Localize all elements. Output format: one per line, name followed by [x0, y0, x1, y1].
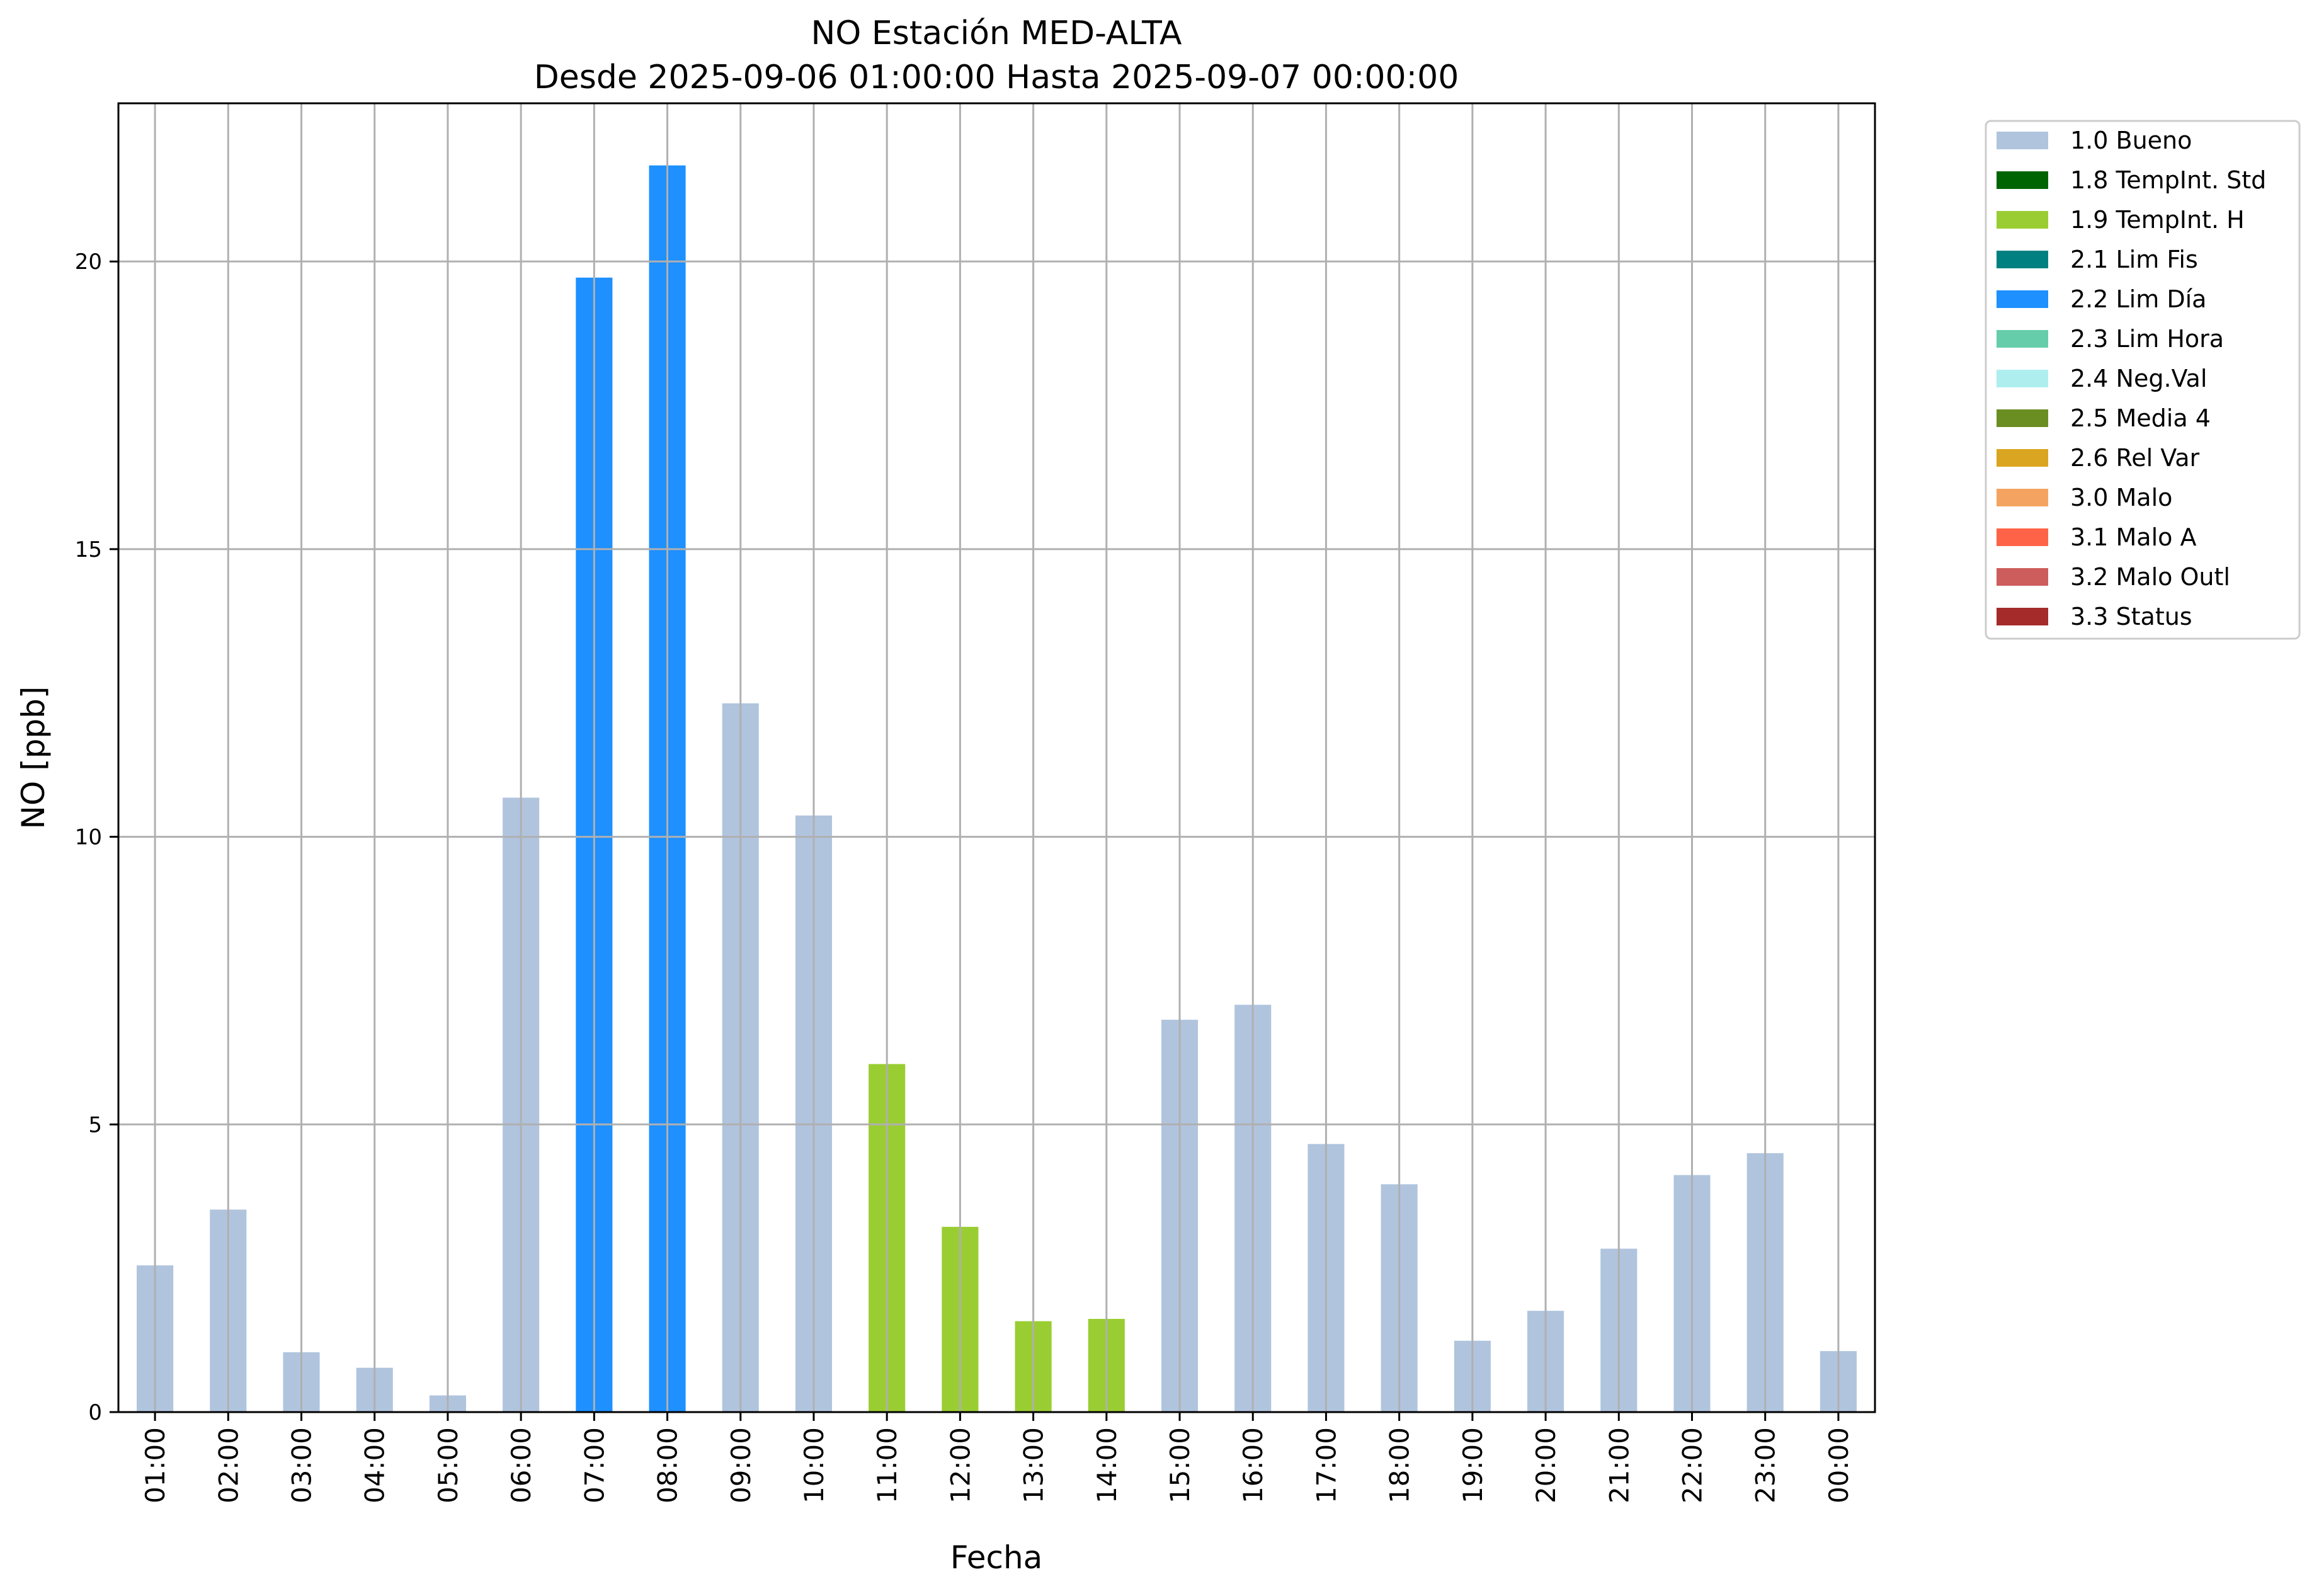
- x-tick-label: 13:00: [1018, 1427, 1049, 1503]
- x-tick-label: 07:00: [579, 1427, 610, 1503]
- x-tick-label: 14:00: [1091, 1427, 1122, 1503]
- y-tick-label: 10: [75, 825, 102, 850]
- x-tick-label: 03:00: [287, 1427, 317, 1503]
- legend-entry: 2.5 Media 4: [2070, 404, 2211, 432]
- x-tick-label: 10:00: [799, 1427, 829, 1503]
- x-tick-label: 18:00: [1384, 1427, 1415, 1503]
- legend-entry: 1.8 TempInt. Std: [2070, 166, 2266, 194]
- x-tick-label: 02:00: [213, 1427, 244, 1503]
- x-tick-label: 09:00: [726, 1427, 756, 1503]
- chart-subtitle: Desde 2025-09-06 01:00:00 Hasta 2025-09-…: [534, 59, 1459, 96]
- legend-swatch: [1997, 211, 2048, 229]
- x-tick-label: 12:00: [945, 1427, 976, 1503]
- x-axis-label: Fecha: [950, 1539, 1043, 1576]
- legend-swatch: [1997, 528, 2048, 546]
- x-tick-label: 00:00: [1823, 1427, 1854, 1503]
- legend-entry: 3.3 Status: [2070, 603, 2192, 630]
- x-tick-label: 23:00: [1750, 1427, 1781, 1503]
- legend-swatch: [1997, 370, 2048, 387]
- legend-entry: 2.3 Lim Hora: [2070, 325, 2224, 353]
- legend-swatch: [1997, 330, 2048, 348]
- y-tick-label: 0: [88, 1400, 102, 1425]
- legend-entry: 2.6 Rel Var: [2070, 444, 2200, 472]
- x-tick-label: 19:00: [1457, 1427, 1488, 1503]
- x-tick-label: 15:00: [1165, 1427, 1195, 1503]
- legend-swatch: [1997, 568, 2048, 586]
- chart-title: NO Estación MED-ALTA: [811, 14, 1182, 52]
- legend-frame: [1985, 120, 2301, 640]
- y-tick-label: 20: [75, 249, 102, 275]
- legend-entry: 2.1 Lim Fis: [2070, 246, 2198, 273]
- x-tick-label: 22:00: [1677, 1427, 1707, 1503]
- legend-entry: 3.0 Malo: [2070, 484, 2172, 511]
- legend-swatch: [1997, 171, 2048, 189]
- legend-swatch: [1997, 251, 2048, 268]
- x-tick-label: 16:00: [1238, 1427, 1268, 1503]
- legend-swatch: [1997, 409, 2048, 427]
- legend-swatch: [1997, 608, 2048, 625]
- x-tick-label: 21:00: [1604, 1427, 1634, 1503]
- y-axis-label: NO [ppb]: [15, 687, 52, 829]
- x-tick-label: 06:00: [506, 1427, 537, 1503]
- legend-entry: 2.2 Lim Día: [2070, 285, 2206, 313]
- legend-swatch: [1997, 132, 2048, 149]
- legend-swatch: [1997, 489, 2048, 506]
- x-axis: 01:00 02:00 03:00 04:00 05:00 06:00 07:00 08:00…: [140, 1412, 1854, 1503]
- legend-swatch: [1997, 449, 2048, 467]
- legend-entry: 1.0 Bueno: [2070, 127, 2192, 154]
- legend-entry: 1.9 TempInt. H: [2070, 206, 2245, 234]
- x-tick-label: 04:00: [360, 1427, 390, 1503]
- y-tick-label: 15: [75, 537, 102, 562]
- legend-entry: 2.4 Neg.Val: [2070, 365, 2207, 392]
- legend: 1.0 Bueno 1.8 TempInt. Std 1.9 TempInt. H 2…: [1985, 120, 2301, 640]
- legend-swatch: [1997, 290, 2048, 308]
- plot-frame: [117, 102, 1876, 1413]
- legend-entry: 3.2 Malo Outl: [2070, 563, 2230, 591]
- x-tick-label: 17:00: [1311, 1427, 1342, 1503]
- legend-entry: 3.1 Malo A: [2070, 523, 2196, 551]
- x-tick-label: 08:00: [652, 1427, 683, 1503]
- x-tick-label: 05:00: [433, 1427, 464, 1503]
- x-tick-label: 01:00: [140, 1427, 171, 1503]
- x-tick-label: 20:00: [1530, 1427, 1561, 1503]
- x-tick-label: 11:00: [872, 1427, 903, 1503]
- y-axis: 0 5 10 15 20: [75, 249, 118, 1425]
- y-tick-label: 5: [88, 1112, 102, 1137]
